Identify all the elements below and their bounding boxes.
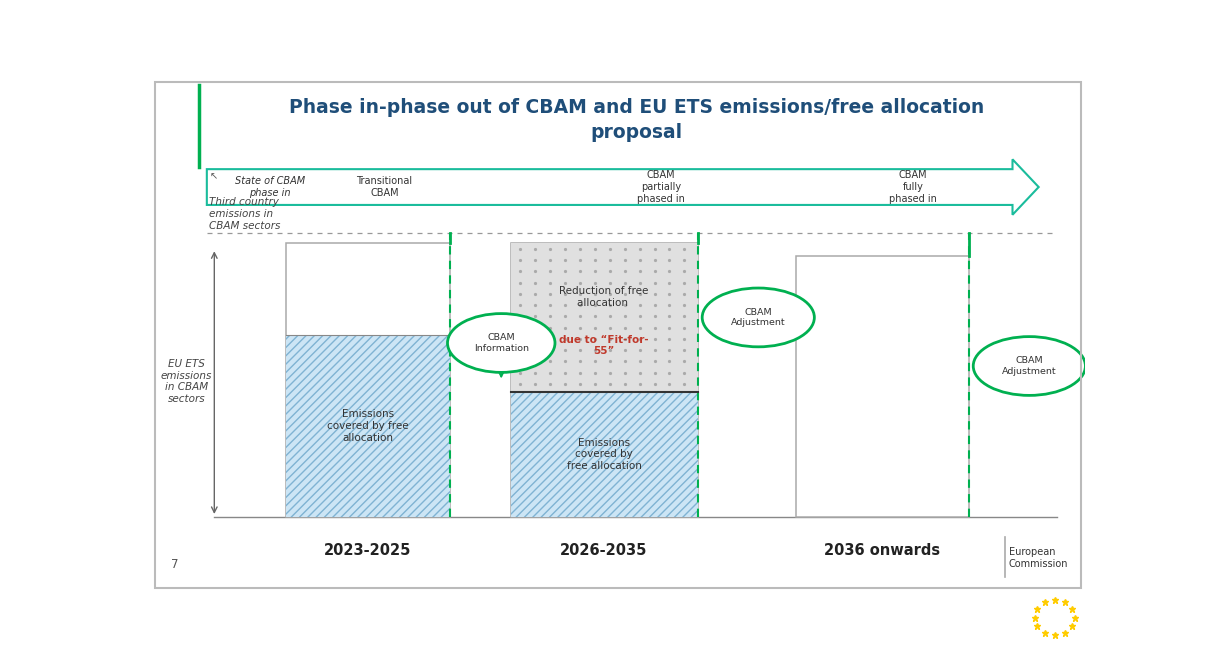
Text: CBAM
Adjustment: CBAM Adjustment <box>731 307 785 327</box>
Ellipse shape <box>447 313 555 373</box>
Text: European
Commission: European Commission <box>1008 547 1069 568</box>
Text: 2036 onwards: 2036 onwards <box>824 542 941 558</box>
Ellipse shape <box>973 337 1085 395</box>
Text: ↖: ↖ <box>210 171 218 181</box>
Text: CBAM
Information: CBAM Information <box>474 333 528 353</box>
Bar <box>510 392 697 517</box>
Text: proposal: proposal <box>591 123 683 142</box>
Text: Third country
emissions in
CBAM sectors: Third country emissions in CBAM sectors <box>209 197 280 230</box>
Bar <box>510 243 697 517</box>
Text: 2023-2025: 2023-2025 <box>324 542 411 558</box>
Ellipse shape <box>702 288 814 347</box>
Text: CBAM
partially
phased in: CBAM partially phased in <box>637 171 685 204</box>
Text: 2026-2035: 2026-2035 <box>561 542 648 558</box>
Bar <box>510 243 697 392</box>
Text: 7: 7 <box>171 558 178 570</box>
Bar <box>286 335 450 517</box>
Bar <box>796 256 968 517</box>
Text: Phase in-phase out of CBAM and EU ETS emissions/free allocation: Phase in-phase out of CBAM and EU ETS em… <box>289 98 984 117</box>
Text: CBAM
fully
phased in: CBAM fully phased in <box>889 171 937 204</box>
Text: Emissions
covered by
free allocation: Emissions covered by free allocation <box>567 438 642 471</box>
Text: State of CBAM
phase in: State of CBAM phase in <box>235 176 305 198</box>
Text: Transitional
CBAM: Transitional CBAM <box>357 176 412 198</box>
Text: Reduction of free
allocation: Reduction of free allocation <box>560 286 649 308</box>
Text: CBAM
Adjustment: CBAM Adjustment <box>1002 357 1056 376</box>
Text: due to “Fit-for-
55”: due to “Fit-for- 55” <box>560 335 649 357</box>
Text: EU ETS
emissions
in CBAM
sectors: EU ETS emissions in CBAM sectors <box>160 359 212 404</box>
FancyArrow shape <box>206 159 1038 214</box>
Text: Emissions
covered by free
allocation: Emissions covered by free allocation <box>327 410 409 443</box>
Bar <box>286 243 450 517</box>
